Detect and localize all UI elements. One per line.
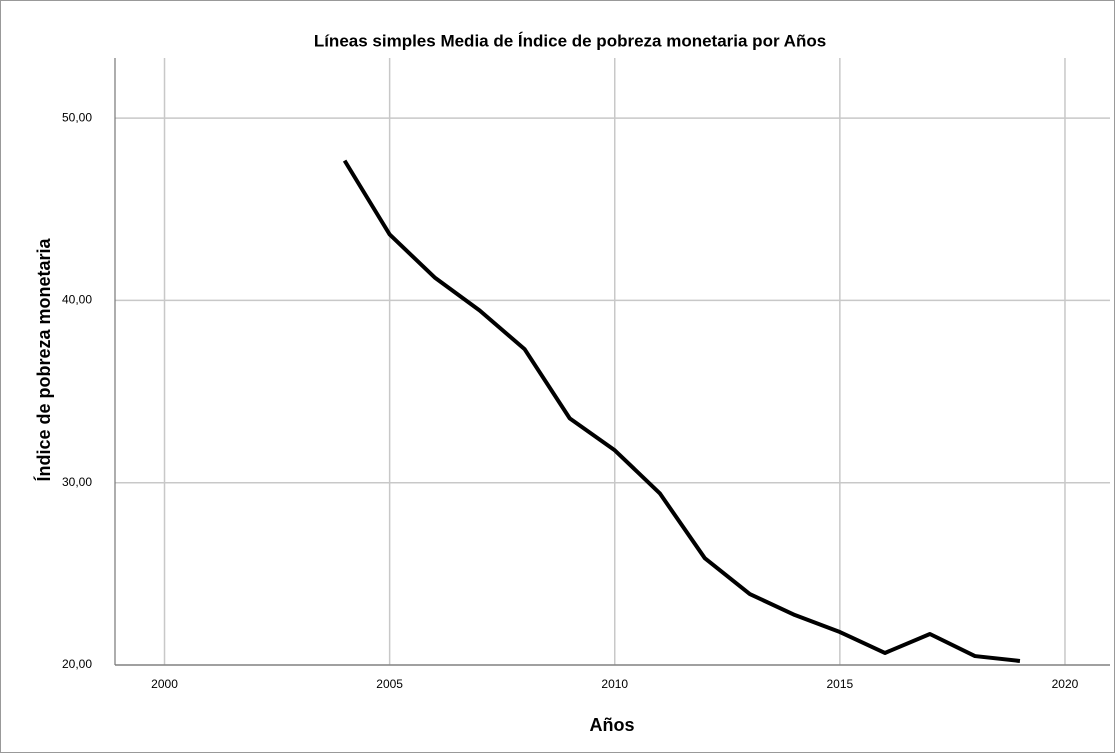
y-tick-label: 20,00 — [62, 657, 92, 671]
y-axis-label: Índice de pobreza monetaria — [33, 237, 54, 481]
x-tick-label: 2005 — [376, 677, 403, 691]
x-axis-label: Años — [590, 715, 635, 735]
y-tick-label: 50,00 — [62, 110, 92, 124]
x-tick-label: 2015 — [827, 677, 854, 691]
x-tick-label: 2010 — [601, 677, 628, 691]
x-tick-label: 2020 — [1052, 677, 1079, 691]
y-tick-label: 30,00 — [62, 475, 92, 489]
chart-title: Líneas simples Media de Índice de pobrez… — [314, 31, 826, 50]
x-tick-label: 2000 — [151, 677, 178, 691]
y-tick-label: 40,00 — [62, 293, 92, 307]
line-series — [342, 159, 1021, 663]
